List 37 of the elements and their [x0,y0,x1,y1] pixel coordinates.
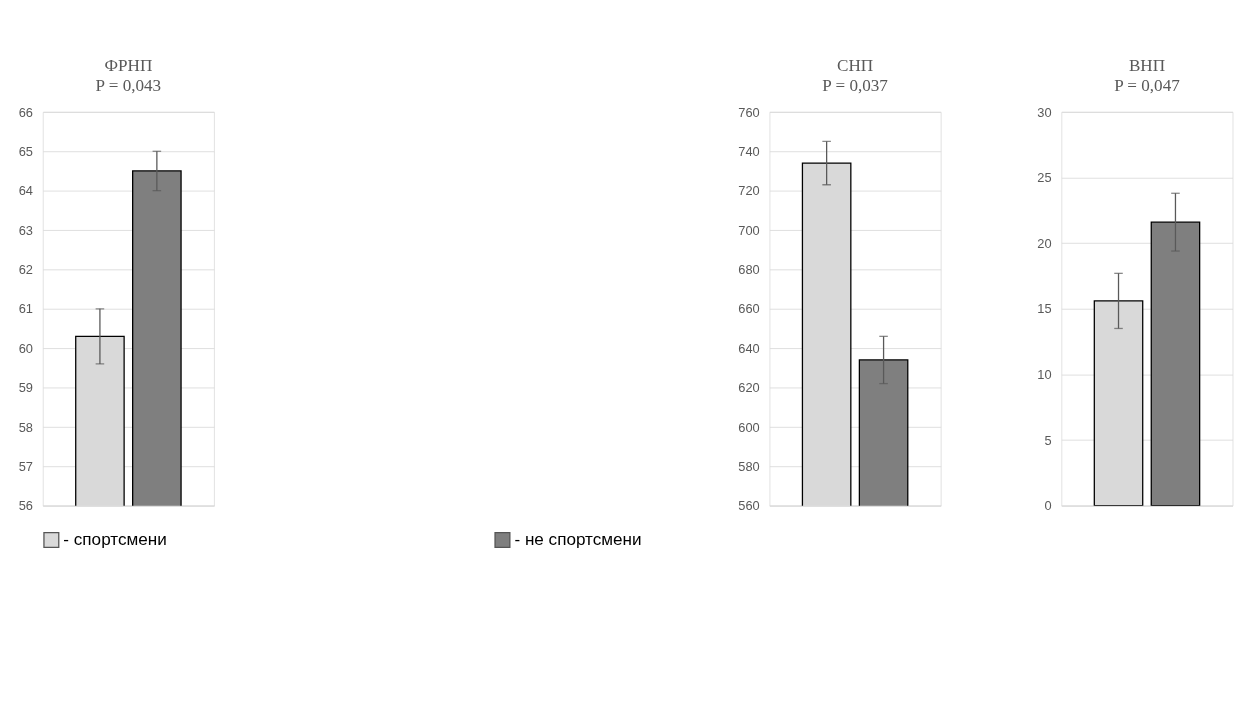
legend-label: - не спортсмени [514,530,642,550]
text: P = 0,043 [95,75,162,95]
y-tick-label: 63 [18,222,33,238]
chart-title: ВНП [1128,55,1166,75]
y-tick-label: 57 [18,458,33,474]
y-tick-label: 560 [738,498,760,514]
y-tick-label: 61 [18,301,33,317]
y-tick-label: 660 [738,301,760,317]
y-tick-label: 59 [18,380,33,396]
y-tick-label: 680 [738,262,760,278]
y-tick-label: 62 [18,262,33,278]
y-tick-label: 740 [738,143,760,159]
y-tick-label: 640 [738,340,760,356]
y-tick-label: 30 [1037,104,1052,120]
y-tick-label: 580 [738,458,760,474]
text: P = 0,037 [822,75,889,95]
y-tick-label: 20 [1037,235,1052,251]
y-tick-label: 58 [18,419,33,435]
legend-label: - спортсмени [63,530,167,550]
y-tick-label: 56 [18,498,33,514]
y-tick-label: 15 [1037,301,1052,317]
chart-title: ФРНП [104,55,153,75]
y-tick-label: 620 [738,380,760,396]
y-tick-label: 5 [1044,432,1052,448]
chart-title: СНП [837,55,874,75]
y-tick-label: 0 [1044,498,1052,514]
y-tick-label: 700 [738,222,760,238]
y-tick-label: 64 [18,183,33,199]
y-tick-label: 60 [18,340,33,356]
y-tick-label: 10 [1037,367,1052,383]
y-tick-label: 720 [738,183,760,199]
y-tick-label: 66 [18,104,33,120]
y-tick-label: 600 [738,419,760,435]
y-tick-label: 65 [18,143,33,159]
text: P = 0,047 [1114,75,1181,95]
y-tick-label: 25 [1037,170,1052,186]
y-tick-label: 760 [738,104,760,120]
